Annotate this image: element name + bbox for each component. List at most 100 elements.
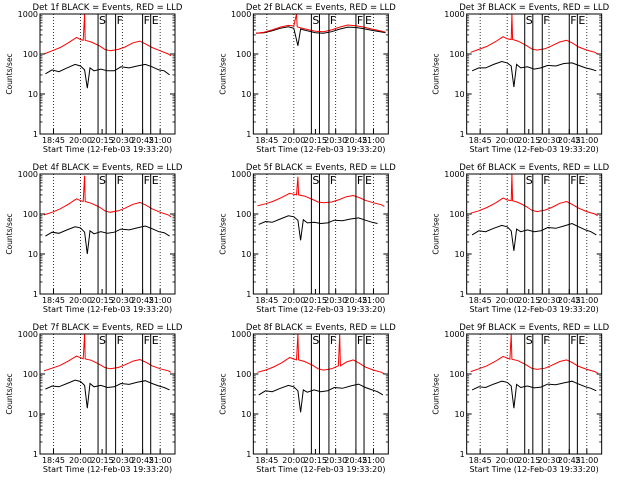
x-tick-label: 21:00 — [575, 296, 598, 305]
series-line-events — [45, 63, 170, 89]
y-tick-label: 1000 — [444, 170, 464, 179]
series-line-events — [45, 379, 170, 409]
flag-label: S — [312, 14, 319, 27]
plot-frame — [252, 333, 389, 455]
series-line-lld — [43, 333, 172, 373]
y-tick-label: 100 — [23, 210, 38, 219]
plot-frame — [39, 173, 176, 295]
y-tick-label: 10 — [28, 410, 38, 419]
series-line-lld — [470, 173, 598, 217]
x-tick-label: 20:30 — [537, 136, 560, 145]
y-tick-label: 10 — [454, 90, 464, 99]
x-tick-label: 20:15 — [91, 296, 114, 305]
series-line-events — [471, 380, 597, 409]
x-tick-label: 20:45 — [344, 456, 367, 465]
flag-label: E — [365, 174, 372, 187]
plot-frame — [466, 173, 603, 295]
x-tick-label: 20:30 — [324, 456, 347, 465]
x-tick-label: 21:00 — [362, 136, 385, 145]
series-line-lld — [43, 175, 172, 218]
x-tick-label: 20:15 — [304, 456, 327, 465]
y-tick-label: 1 — [246, 130, 251, 139]
x-tick-label: 18:45 — [255, 136, 278, 145]
x-tick-label: 20:45 — [344, 136, 367, 145]
x-tick-label: 21:00 — [149, 136, 172, 145]
flag-label: F — [117, 14, 123, 27]
y-axis-label: Counts/sec — [218, 213, 227, 254]
flag-label: F — [144, 14, 150, 27]
y-axis-label: Counts/sec — [218, 53, 227, 94]
x-tick-label: 20:30 — [324, 136, 347, 145]
x-axis-label: Start Time (12-Feb-03 19:33:20) — [256, 465, 385, 474]
x-tick-label: 18:45 — [42, 136, 65, 145]
flag-label: E — [578, 174, 585, 187]
plot-frame — [466, 13, 603, 135]
x-tick-label: 18:45 — [469, 296, 492, 305]
y-tick-label: 10 — [454, 410, 464, 419]
chart-title: Det 1f BLACK = Events, RED = LLD — [33, 3, 183, 13]
flag-label: E — [152, 14, 159, 27]
flag-label: S — [312, 174, 319, 187]
flag-label: E — [578, 14, 585, 27]
y-tick-label: 10 — [28, 250, 38, 259]
x-tick-label: 18:45 — [42, 456, 65, 465]
flag-label: S — [526, 334, 533, 347]
y-tick-label: 10 — [454, 250, 464, 259]
y-tick-label: 10 — [28, 90, 38, 99]
chart-title: Det 2f BLACK = Events, RED = LLD — [246, 3, 396, 13]
flag-label: F — [144, 334, 150, 347]
series-line-lld — [257, 333, 385, 375]
plot-frame — [39, 333, 176, 455]
y-tick-label: 1 — [460, 290, 465, 299]
x-tick-label: 20:15 — [517, 136, 540, 145]
chart-title: Det 8f BLACK = Events, RED = LLD — [246, 323, 396, 333]
x-tick-label: 20:00 — [69, 456, 92, 465]
plot-frame — [39, 13, 176, 135]
chart-title: Det 6f BLACK = Events, RED = LLD — [459, 163, 609, 173]
flag-label: S — [526, 174, 533, 187]
x-tick-label: 20:30 — [111, 136, 134, 145]
x-tick-label: 20:15 — [517, 296, 540, 305]
x-tick-label: 18:45 — [469, 456, 492, 465]
x-tick-label: 20:30 — [111, 456, 134, 465]
x-tick-label: 20:30 — [324, 296, 347, 305]
chart-title: Det 3f BLACK = Events, RED = LLD — [459, 3, 609, 13]
y-tick-label: 1 — [460, 450, 465, 459]
series-line-events — [471, 60, 597, 88]
y-tick-label: 100 — [449, 210, 464, 219]
x-tick-label: 20:15 — [304, 296, 327, 305]
y-tick-label: 100 — [449, 370, 464, 379]
y-tick-label: 100 — [236, 370, 251, 379]
x-tick-label: 20:45 — [131, 296, 154, 305]
flag-label: F — [543, 14, 549, 27]
y-tick-label: 10 — [241, 90, 251, 99]
flag-label: S — [99, 174, 106, 187]
flag-label: F — [357, 14, 363, 27]
flag-label: F — [543, 334, 549, 347]
flag-label: F — [570, 14, 576, 27]
series-line-events — [255, 26, 386, 46]
y-tick-label: 100 — [449, 50, 464, 59]
flag-label: F — [570, 334, 576, 347]
x-tick-label: 18:45 — [255, 456, 278, 465]
y-axis-label: Counts/sec — [5, 213, 14, 254]
y-tick-label: 10 — [241, 250, 251, 259]
y-tick-label: 100 — [236, 210, 251, 219]
flag-label: S — [526, 14, 533, 27]
x-tick-label: 18:45 — [469, 136, 492, 145]
flag-label: F — [543, 174, 549, 187]
flag-label: F — [117, 334, 123, 347]
x-tick-label: 18:45 — [42, 296, 65, 305]
series-line-lld — [43, 14, 172, 57]
chart-title: Det 5f BLACK = Events, RED = LLD — [246, 163, 396, 173]
x-axis-label: Start Time (12-Feb-03 19:33:20) — [470, 145, 599, 154]
y-tick-label: 1000 — [18, 330, 38, 339]
series-line-events — [258, 215, 378, 241]
x-tick-label: 18:45 — [255, 296, 278, 305]
y-axis-label: Counts/sec — [432, 373, 441, 414]
x-tick-label: 20:45 — [558, 456, 581, 465]
